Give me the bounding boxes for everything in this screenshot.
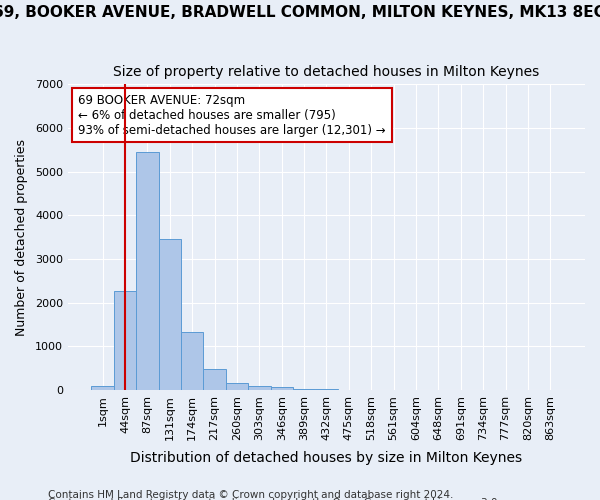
Text: Contains public sector information licensed under the Open Government Licence v3: Contains public sector information licen… [48,498,501,500]
Bar [248,386,271,390]
Text: 69, BOOKER AVENUE, BRADWELL COMMON, MILTON KEYNES, MK13 8EG: 69, BOOKER AVENUE, BRADWELL COMMON, MILT… [0,5,600,20]
X-axis label: Distribution of detached houses by size in Milton Keynes: Distribution of detached houses by size … [130,451,523,465]
Text: Contains HM Land Registry data © Crown copyright and database right 2024.: Contains HM Land Registry data © Crown c… [48,490,454,500]
Y-axis label: Number of detached properties: Number of detached properties [15,138,28,336]
Bar [226,383,248,390]
Bar [181,332,203,390]
Bar [91,386,114,390]
Title: Size of property relative to detached houses in Milton Keynes: Size of property relative to detached ho… [113,65,539,79]
Text: 69 BOOKER AVENUE: 72sqm
← 6% of detached houses are smaller (795)
93% of semi-de: 69 BOOKER AVENUE: 72sqm ← 6% of detached… [78,94,386,136]
Bar [158,240,181,390]
Bar [293,388,315,390]
Bar [271,388,293,390]
Bar [203,370,226,390]
Bar [114,291,136,390]
Bar [136,152,158,390]
